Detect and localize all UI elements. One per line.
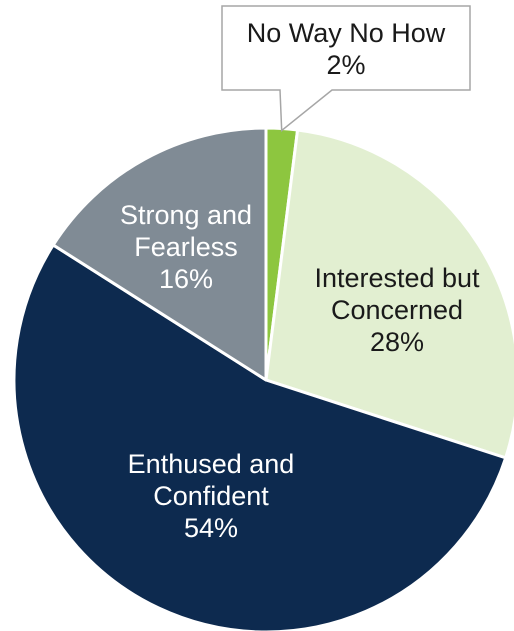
pie-slices xyxy=(12,126,514,631)
callout-box xyxy=(221,5,471,133)
slice-name-line: Enthused and xyxy=(128,449,295,479)
slice-name-line: Confident xyxy=(153,481,269,511)
slice-name-line: Strong and xyxy=(120,200,252,230)
slice-percent: 54% xyxy=(184,513,238,543)
pie-slice-enthused-and-confident xyxy=(12,243,508,631)
slice-label-no-way-no-how: No Way No How 2% xyxy=(247,18,446,80)
slice-label-interested-but-concerned: Interested but Concerned 28% xyxy=(314,263,480,357)
slice-percent: 16% xyxy=(159,264,213,294)
pie-slice-strong-and-fearless xyxy=(51,126,268,382)
slice-name-line: Concerned xyxy=(331,295,463,325)
slice-percent: 2% xyxy=(326,50,365,80)
pie-slice-interested-but-concerned xyxy=(264,128,514,460)
slice-name-line: Fearless xyxy=(134,232,238,262)
slice-percent: 28% xyxy=(370,327,424,357)
slice-name-line: No Way No How xyxy=(247,18,446,48)
slice-label-enthused-and-confident: Enthused and Confident 54% xyxy=(128,449,295,543)
callout-shape xyxy=(221,5,471,133)
pie-labels: No Way No How 2% Interested but Concerned 28… xyxy=(120,18,480,543)
slice-name-line: Interested but xyxy=(314,263,480,293)
slice-label-strong-and-fearless: Strong and Fearless 16% xyxy=(120,200,252,294)
